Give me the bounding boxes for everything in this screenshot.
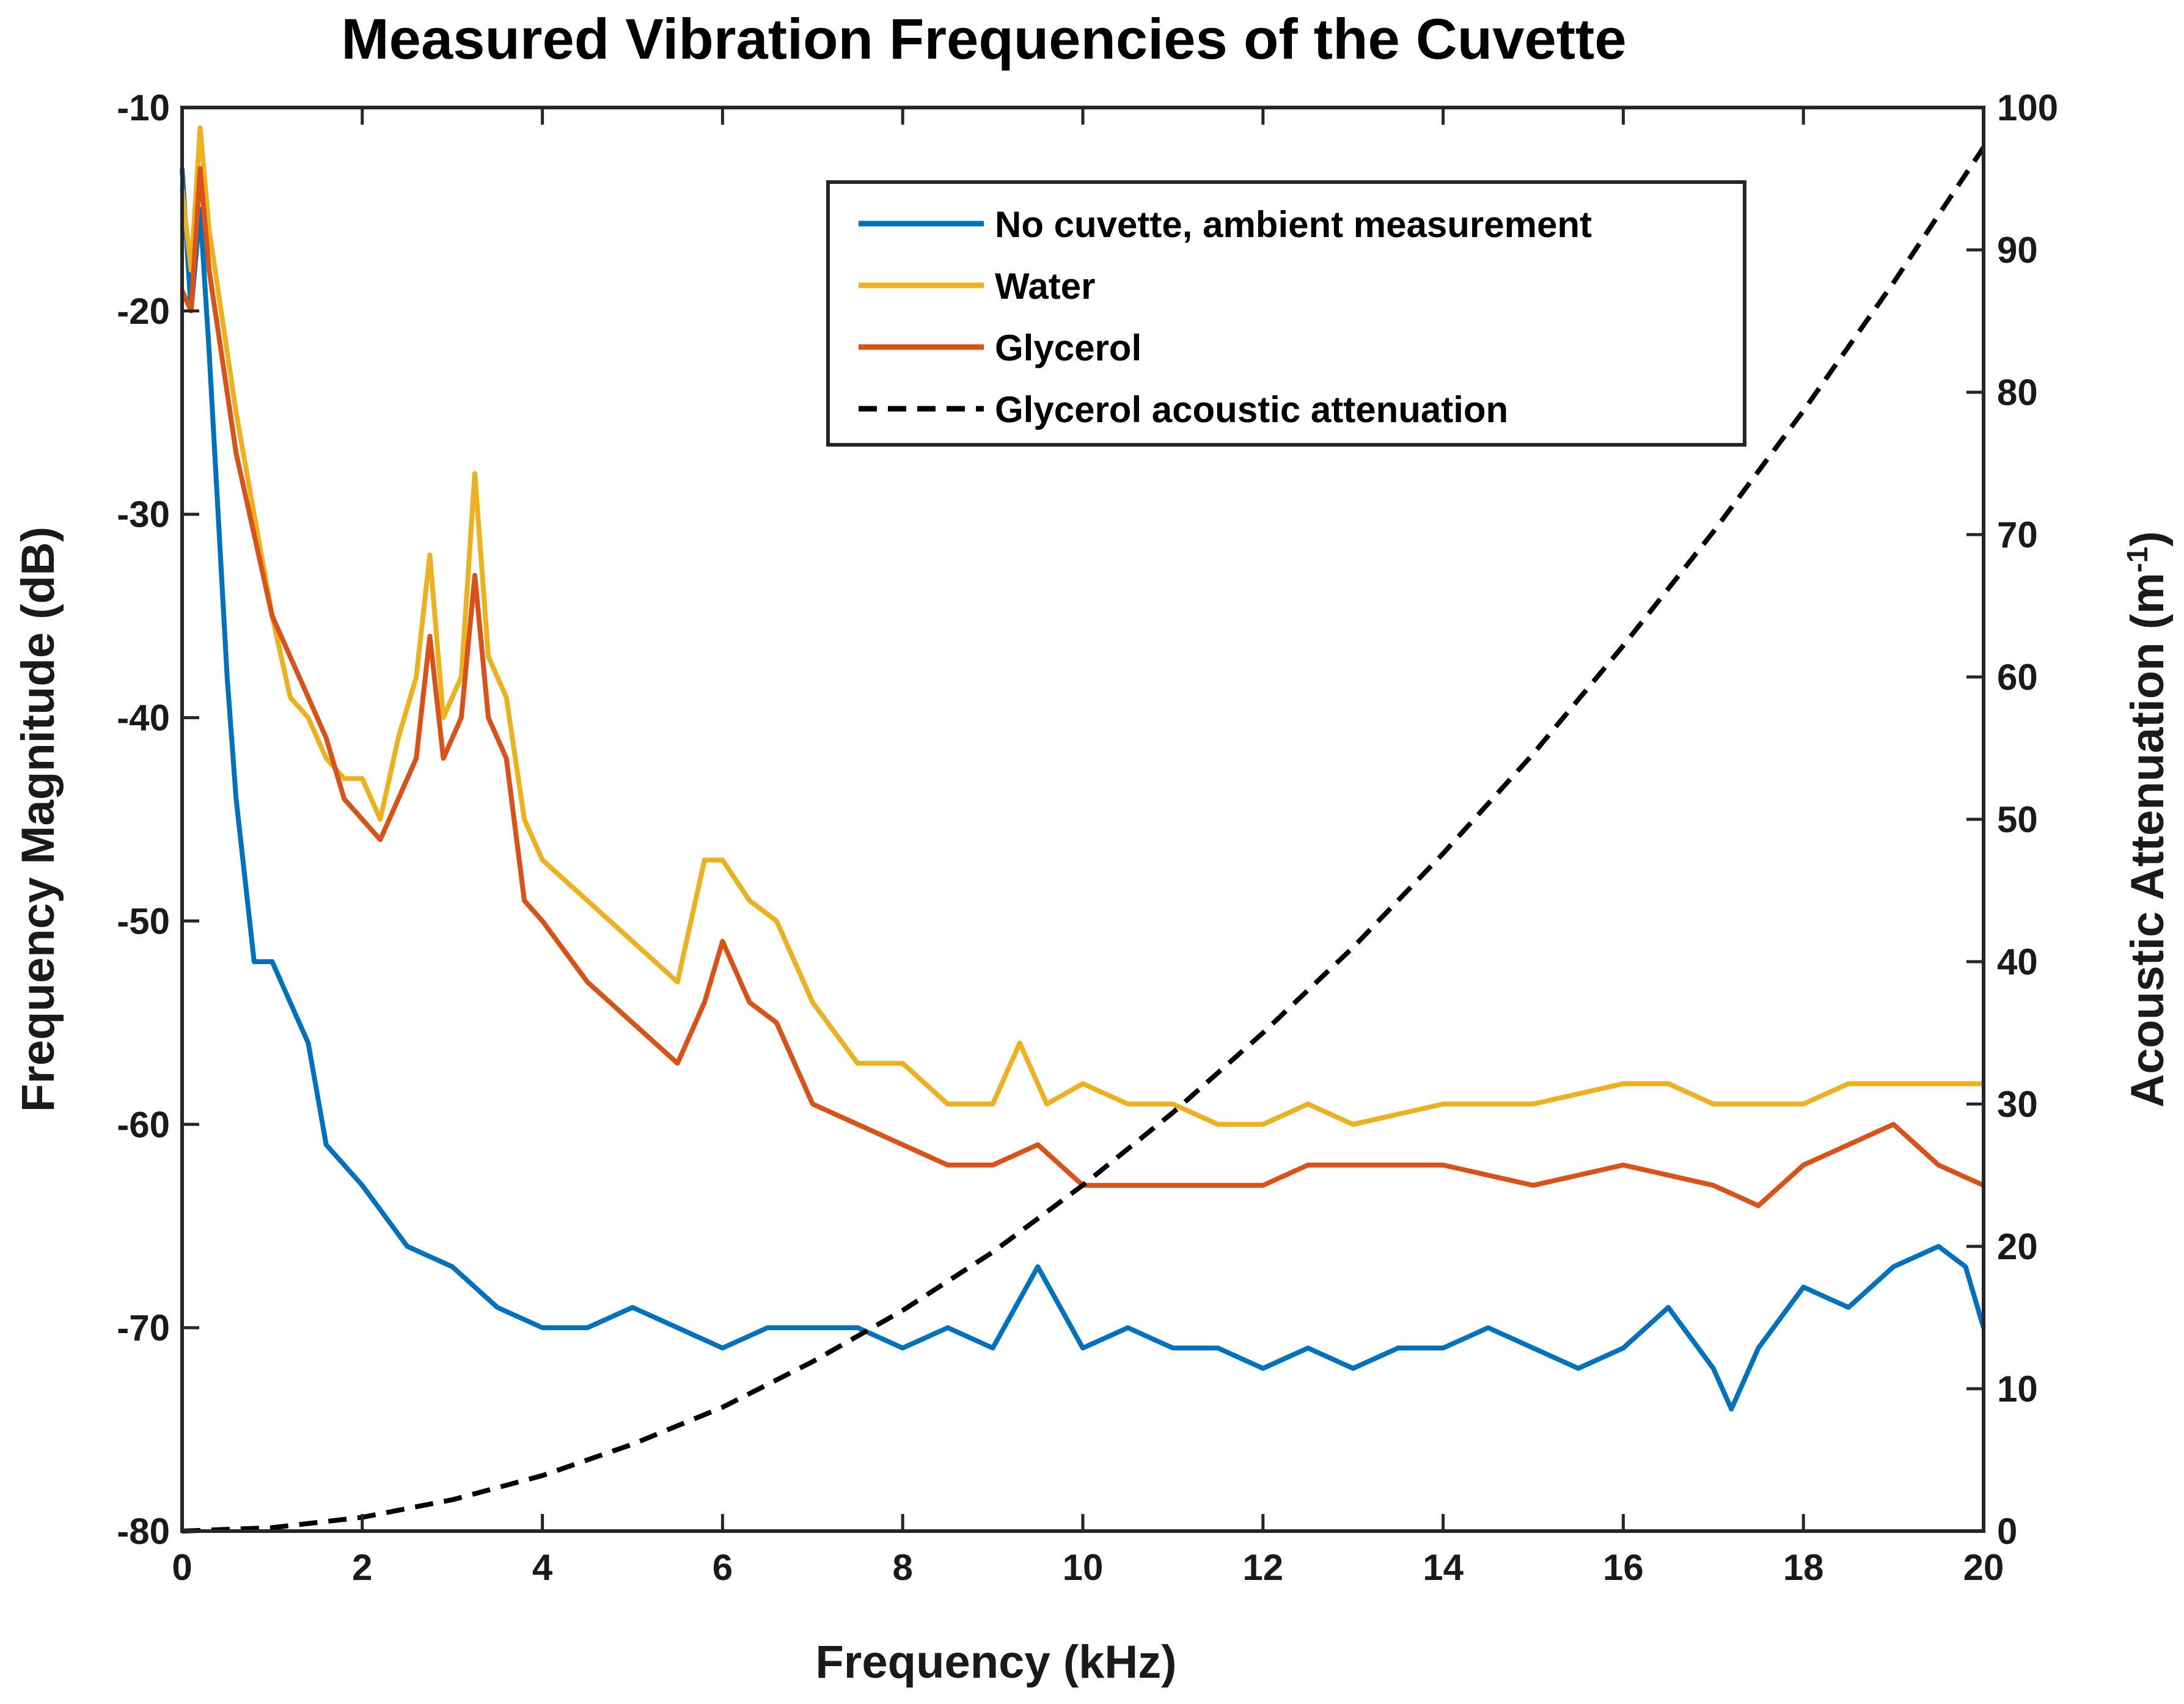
y-left-tick-label: -70 (117, 1307, 170, 1348)
x-tick-label: 12 (1242, 1547, 1283, 1588)
y-right-tick-label: 0 (1997, 1511, 2017, 1552)
series-line-ambient (180, 168, 1986, 1412)
x-tick-label: 6 (713, 1547, 733, 1588)
legend-label-glycerol: Glycerol (995, 327, 1141, 368)
y-left-tick-label: -50 (117, 901, 170, 942)
y-right-tick-label: 90 (1997, 230, 2038, 271)
series-line-glycerol (180, 166, 1985, 1209)
series-line-attenuation (181, 145, 1986, 1534)
x-tick-label: 20 (1963, 1547, 2004, 1588)
x-tick-label: 14 (1423, 1547, 1464, 1588)
legend-label-water: Water (995, 266, 1095, 307)
x-tick-label: 16 (1603, 1547, 1644, 1588)
y-left-tick-label: -40 (117, 698, 170, 739)
x-axis-label: Frequency (kHz) (815, 1636, 1176, 1688)
series-layer (180, 125, 1986, 1534)
y-right-tick-label: 70 (1997, 514, 2038, 555)
y-right-tick-label: 10 (1997, 1369, 2038, 1410)
y-right-label-superscript: -1 (2122, 547, 2154, 573)
y-right-tick-label: 50 (1997, 799, 2038, 840)
y-left-tick-label: -20 (117, 291, 170, 332)
x-tick-label: 18 (1783, 1547, 1824, 1588)
y-right-label-end: ) (2122, 531, 2174, 546)
y-left-tick-label: -10 (117, 87, 170, 128)
y-left-tick-label: -60 (117, 1104, 170, 1145)
legend-label-ambient: No cuvette, ambient measurement (995, 204, 1592, 245)
y-right-axis-label: Acoustic Attenuation (m-1) (2122, 531, 2174, 1107)
y-right-tick-label: 40 (1997, 942, 2038, 982)
y-right-label-base: Acoustic Attenuation (m (2122, 572, 2174, 1107)
chart-title: Measured Vibration Frequencies of the Cu… (341, 7, 1626, 71)
legend-label-attenuation: Glycerol acoustic attenuation (995, 389, 1508, 430)
x-tick-label: 8 (893, 1547, 913, 1588)
y-right-tick-label: 30 (1997, 1084, 2038, 1125)
y-right-tick-label: 100 (1997, 87, 2058, 128)
x-tick-label: 4 (532, 1547, 553, 1588)
y-right-tick-label: 20 (1997, 1226, 2038, 1267)
tick-layer: 0 2 4 6 8 10 12 14 16 18 20 -80 -70 -60 -50 -40 -30 -20 -1… (117, 87, 2058, 1588)
series-line-water (180, 125, 1984, 1127)
legend: No cuvette, ambient measurement Water Gl… (826, 180, 1746, 447)
y-left-tick-label: -80 (117, 1511, 170, 1552)
y-left-axis-label: Frequency Magnitude (dB) (12, 527, 64, 1112)
y-right-tick-label: 60 (1997, 657, 2038, 698)
y-right-tick-label: 80 (1997, 372, 2038, 413)
y-left-tick-label: -30 (117, 494, 170, 535)
x-tick-label: 10 (1063, 1547, 1104, 1588)
x-tick-label: 2 (352, 1547, 372, 1588)
x-tick-label: 0 (172, 1547, 192, 1588)
